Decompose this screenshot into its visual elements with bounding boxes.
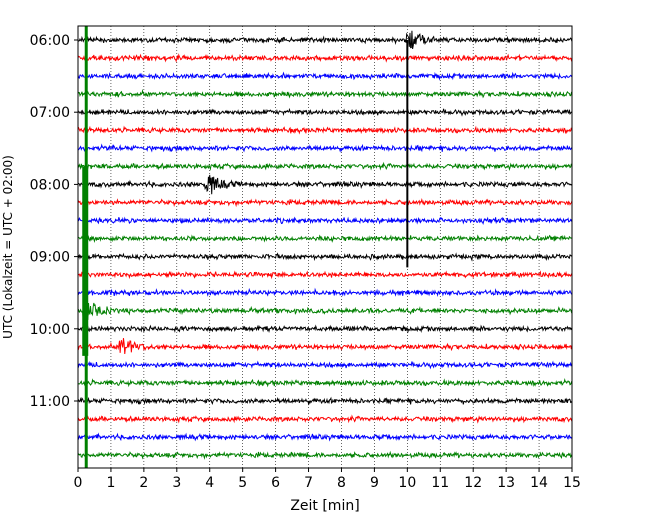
- y-axis-label: UTC (Lokalzeit = UTC + 02:00): [1, 155, 15, 339]
- y-tick-label: 06:00: [30, 33, 70, 49]
- trace-21: [77, 414, 573, 424]
- trace-14: [77, 287, 573, 297]
- trace-15: [77, 299, 573, 323]
- x-tick-label: 3: [172, 475, 181, 491]
- trace-20: [77, 396, 573, 406]
- trace-22: [77, 432, 573, 442]
- trace-23: [77, 450, 573, 460]
- trace-0: [77, 30, 573, 50]
- x-tick-label: 5: [238, 475, 247, 491]
- x-tick-label: 9: [370, 475, 379, 491]
- trace-8: [77, 174, 573, 195]
- trace-2: [77, 71, 573, 81]
- trace-11: [77, 234, 573, 244]
- trace-6: [77, 143, 573, 153]
- x-axis-ticks: 0 1 2 3 4 5 6 7 8 9 10 11 12 13 14 15: [74, 468, 581, 491]
- y-tick-label: 11:00: [30, 394, 70, 410]
- x-axis-label: Zeit [min]: [290, 498, 359, 514]
- trace-12: [77, 252, 573, 262]
- x-tick-label: 8: [337, 475, 346, 491]
- x-tick-label: 7: [304, 475, 313, 491]
- x-tick-label: 12: [464, 475, 482, 491]
- trace-5: [77, 125, 573, 135]
- y-tick-label: 07:00: [30, 105, 70, 121]
- trace-13: [77, 270, 573, 280]
- y-tick-label: 09:00: [30, 250, 70, 266]
- x-tick-label: 1: [106, 475, 115, 491]
- trace-1: [77, 53, 573, 63]
- plot-frame: [77, 25, 573, 469]
- trace-16: [77, 324, 573, 334]
- trace-18: [77, 360, 573, 370]
- trace-9: [77, 198, 573, 208]
- x-tick-label: 15: [563, 475, 581, 491]
- y-tick-label: 08:00: [30, 177, 70, 193]
- trace-7: [77, 161, 573, 172]
- x-tick-label: 10: [398, 475, 416, 491]
- trace-10: [77, 216, 573, 225]
- seismic-traces: [77, 26, 573, 468]
- trace-17: [77, 338, 573, 354]
- x-tick-label: 4: [205, 475, 214, 491]
- trace-19: [77, 377, 573, 388]
- x-tick-label: 14: [530, 475, 548, 491]
- y-tick-label: 10:00: [30, 322, 70, 338]
- x-tick-label: 0: [74, 475, 83, 491]
- x-tick-label: 2: [139, 475, 148, 491]
- x-tick-label: 11: [431, 475, 449, 491]
- trace-4: [77, 107, 573, 117]
- x-tick-label: 6: [271, 475, 280, 491]
- trace-3: [77, 88, 573, 99]
- x-tick-label: 13: [497, 475, 515, 491]
- y-axis-ticks: 06:00 07:00 08:00 09:00 10:00 11:00: [30, 33, 78, 410]
